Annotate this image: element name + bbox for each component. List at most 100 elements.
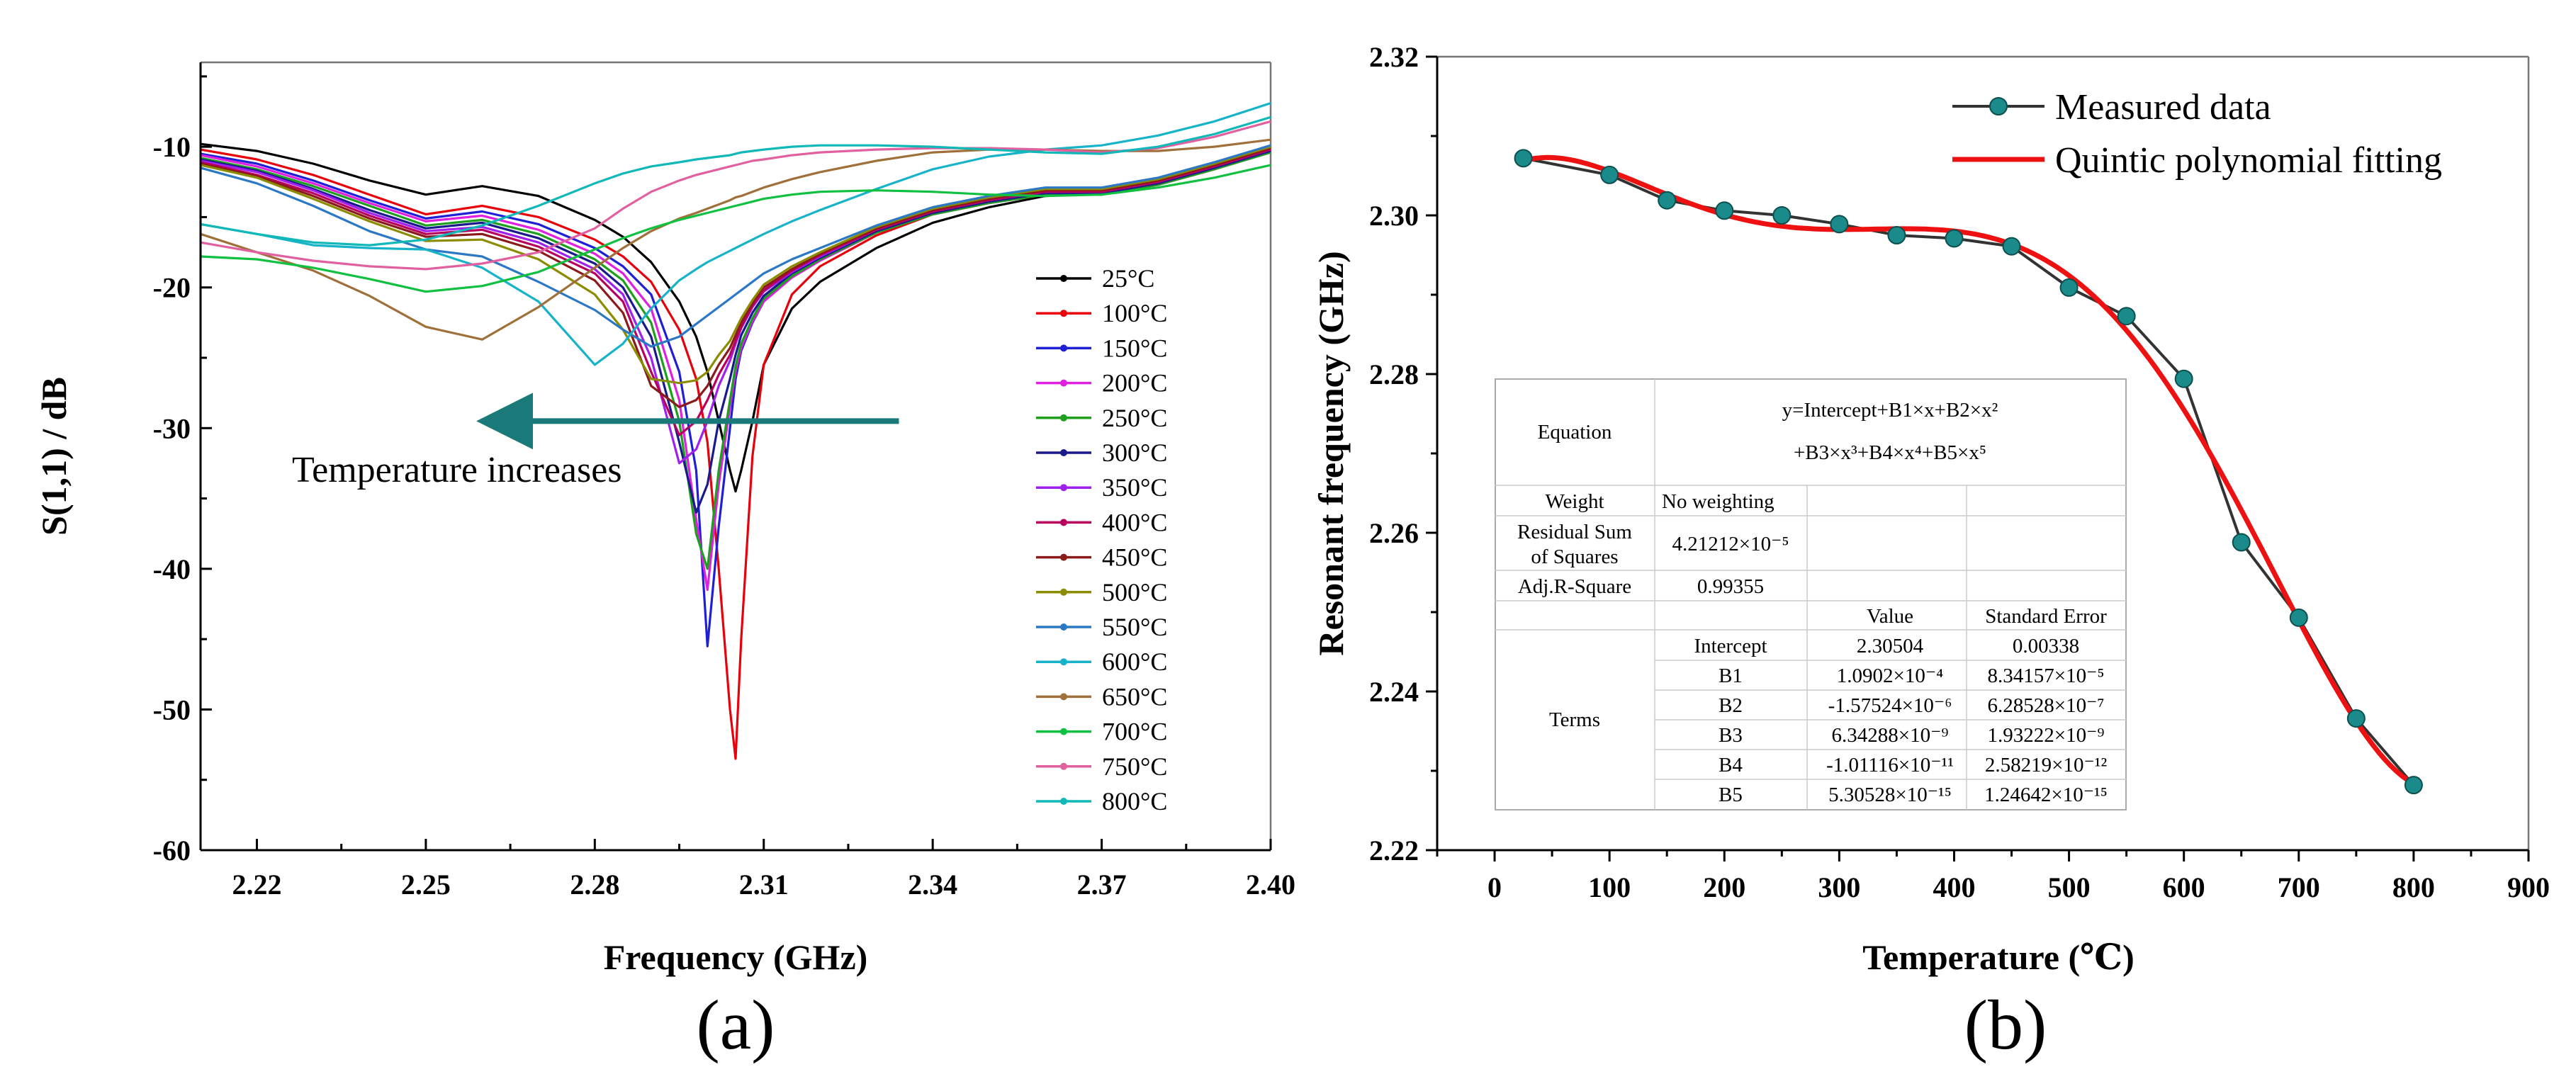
legend-marker-measured <box>1989 97 2008 115</box>
legend-label-8: 450°C <box>1102 543 1167 572</box>
table-rss-value: 4.21212×10⁻⁵ <box>1672 533 1789 555</box>
legend-marker-15 <box>1060 798 1067 805</box>
table-term-name: B2 <box>1719 694 1743 717</box>
fit-parameters-table: Equation y=Intercept+B1×x+B2×x² +B3×x³+B… <box>1495 378 2127 810</box>
legend-marker-12 <box>1060 693 1067 701</box>
resonant-frequency-plot <box>1514 149 2423 795</box>
x-tick-label: 700 <box>2278 871 2320 903</box>
measured-point <box>2174 369 2193 388</box>
x-tick-label: 100 <box>1588 871 1631 903</box>
table-equation-line1: y=Intercept+B1×x+B2×x² <box>1782 399 1998 422</box>
measured-point <box>2289 608 2308 627</box>
table-weight-value: No weighting <box>1662 490 1774 513</box>
table-stderr-header: Standard Error <box>1985 605 2107 628</box>
measured-point <box>1600 165 1619 184</box>
legend-marker-3 <box>1060 379 1067 387</box>
measured-point <box>1830 215 1849 234</box>
legend-a: 25°C 100°C 150°C 200°C 250°C 300°C 350°C 400°C 4… <box>1036 264 1167 815</box>
table-term-name: B3 <box>1719 724 1743 747</box>
series-line-10 <box>200 144 1271 348</box>
table-equation-line2: +B3×x³+B4×x⁴+B5×x⁵ <box>1794 441 1986 464</box>
series-line-2 <box>200 149 1271 648</box>
legend-label-2: 150°C <box>1102 334 1167 362</box>
table-term-error: 1.93222×10⁻⁹ <box>1987 724 2104 747</box>
x-tick-label: 2.22 <box>232 869 281 900</box>
x-tick-label: 600 <box>2163 871 2205 903</box>
panel-b-chart: Equation y=Intercept+B1×x+B2×x² +B3×x³+B… <box>1311 41 2550 1064</box>
panel-label-b: (b) <box>1964 985 2047 1064</box>
legend-label-fit: Quintic polynomial fitting <box>2055 140 2442 181</box>
legend-label-10: 550°C <box>1102 613 1167 641</box>
table-term-error: 6.28528×10⁻⁷ <box>1987 694 2104 717</box>
measured-point <box>1658 191 1677 210</box>
panel-a-chart: 2.22 2.25 2.28 2.31 2.34 2.37 2.40 -60 -50 -40 -30… <box>34 61 1295 1064</box>
x-tick-label: 800 <box>2392 871 2435 903</box>
y-axis-title-a: S(1,1) / dB <box>34 377 74 536</box>
measured-point <box>2117 307 2136 326</box>
x-tick-label: 2.40 <box>1246 869 1295 900</box>
table-equation-label: Equation <box>1538 421 1612 444</box>
measured-point <box>1772 206 1792 225</box>
x-tick-label: 2.31 <box>739 869 789 900</box>
legend-marker-1 <box>1060 310 1067 317</box>
series-line-15 <box>200 115 1271 247</box>
y-tick-label: -50 <box>153 694 191 725</box>
table-border <box>1495 378 2127 810</box>
axis-ticks-b: 0 100 200 300 400 500 600 700 800 900 2.22 2.24 2.26… <box>1369 41 2550 903</box>
x-tick-label: 0 <box>1487 871 1502 903</box>
table-term-error: 8.34157×10⁻⁵ <box>1987 665 2104 687</box>
x-tick-label: 2.25 <box>401 869 451 900</box>
measured-point <box>2346 709 2366 728</box>
table-adjr-value: 0.99355 <box>1697 575 1764 598</box>
legend-label-4: 250°C <box>1102 404 1167 432</box>
legend-marker-9 <box>1060 588 1067 596</box>
y-tick-label: 2.30 <box>1369 200 1419 232</box>
legend-label-13: 700°C <box>1102 718 1167 746</box>
measured-point <box>1514 149 1533 168</box>
s11-curves <box>200 102 1271 760</box>
x-tick-label: 500 <box>2048 871 2091 903</box>
table-adjr-label: Adj.R-Square <box>1518 575 1631 598</box>
legend-label-0: 25°C <box>1102 264 1154 293</box>
legend-label-1: 100°C <box>1102 299 1167 327</box>
measured-point <box>2002 237 2021 256</box>
legend-label-3: 200°C <box>1102 369 1167 397</box>
table-term-value: -1.01116×10⁻¹¹ <box>1826 754 1954 776</box>
x-tick-label: 400 <box>1933 871 1975 903</box>
table-rss-label-1: Residual Sum <box>1517 521 1632 543</box>
y-axis-title-b: Resonant frequency (GHz) <box>1311 251 1351 655</box>
series-line-11 <box>200 102 1271 366</box>
legend-label-12: 650°C <box>1102 682 1167 711</box>
legend-label-15: 800°C <box>1102 787 1167 815</box>
table-term-error: 0.00338 <box>2013 635 2079 657</box>
x-tick-label: 900 <box>2507 871 2550 903</box>
series-line-13 <box>200 164 1271 293</box>
legend-marker-13 <box>1060 728 1067 735</box>
legend-marker-0 <box>1060 275 1067 282</box>
legend-b: Measured data Quintic polynomial fitting <box>1952 87 2442 181</box>
x-axis-title-b: Temperature (℃) <box>1862 937 2134 977</box>
measured-point <box>1887 226 1906 244</box>
legend-marker-5 <box>1060 449 1067 456</box>
table-term-value: 5.30528×10⁻¹⁵ <box>1828 784 1952 806</box>
measured-point <box>2059 278 2079 297</box>
table-term-error: 1.24642×10⁻¹⁵ <box>1984 784 2108 806</box>
temperature-annotation: Temperature increases <box>292 450 622 490</box>
table-term-rows: Intercept 2.30504 0.00338 B1 1.0902×10⁻⁴ 8.34… <box>1694 635 2107 806</box>
table-terms-label: Terms <box>1549 708 1600 731</box>
legend-label-9: 500°C <box>1102 578 1167 606</box>
legend-marker-8 <box>1060 553 1067 561</box>
y-tick-label: 2.28 <box>1369 358 1419 390</box>
table-term-value: 1.0902×10⁻⁴ <box>1837 665 1944 687</box>
table-value-header: Value <box>1867 605 1913 628</box>
y-tick-label: 2.26 <box>1369 517 1419 549</box>
table-term-name: B1 <box>1719 665 1743 687</box>
series-line-4 <box>200 151 1271 570</box>
y-tick-label: 2.32 <box>1369 41 1419 73</box>
legend-label-measured: Measured data <box>2055 87 2271 128</box>
table-weight-label: Weight <box>1545 490 1604 513</box>
x-tick-label: 2.34 <box>908 869 957 900</box>
x-tick-label: 300 <box>1818 871 1860 903</box>
x-tick-label: 2.37 <box>1077 869 1127 900</box>
